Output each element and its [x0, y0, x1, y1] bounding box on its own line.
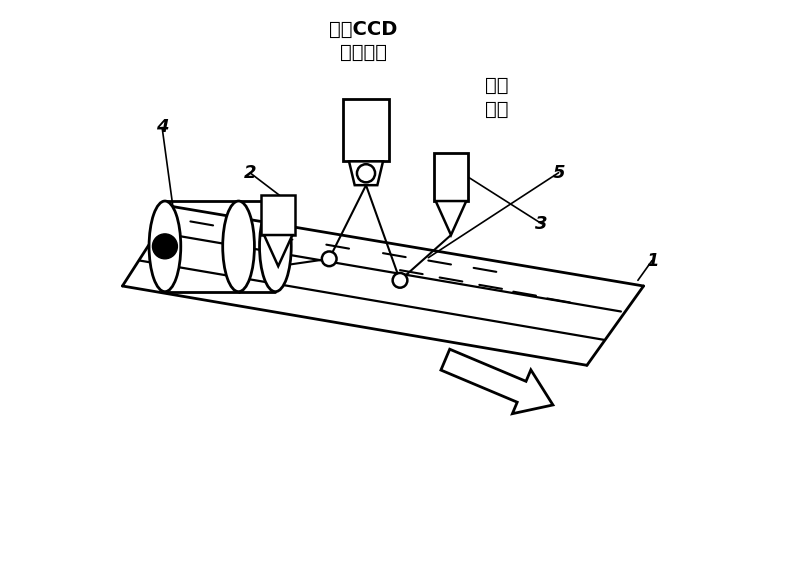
Polygon shape [436, 201, 466, 235]
Text: 线阵CCD
测试相机: 线阵CCD 测试相机 [329, 20, 398, 62]
Polygon shape [264, 235, 292, 266]
Text: 2: 2 [244, 164, 256, 182]
Ellipse shape [222, 201, 254, 292]
Bar [343, 99, 389, 161]
Circle shape [153, 234, 178, 259]
Bar [434, 153, 468, 201]
Circle shape [357, 164, 375, 182]
Bar [262, 196, 295, 235]
Text: 1: 1 [646, 252, 658, 269]
Text: 3: 3 [535, 214, 548, 233]
Text: 5: 5 [552, 164, 565, 182]
Text: 4: 4 [156, 118, 168, 136]
Polygon shape [349, 161, 383, 185]
Circle shape [322, 252, 337, 266]
Ellipse shape [149, 201, 181, 292]
Polygon shape [441, 349, 553, 414]
Circle shape [393, 273, 407, 288]
Text: 光纤
光源: 光纤 光源 [485, 77, 508, 119]
Ellipse shape [259, 201, 291, 292]
